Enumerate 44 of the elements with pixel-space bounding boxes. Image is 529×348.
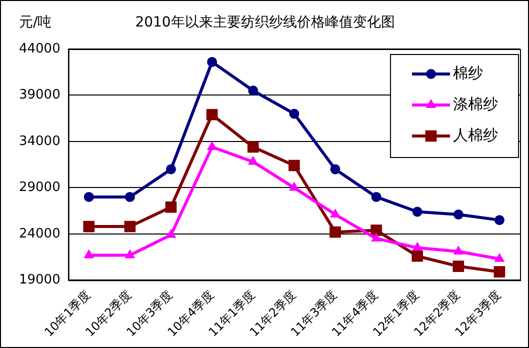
point	[248, 86, 258, 96]
y-tick-label: 39000	[18, 88, 60, 103]
point	[452, 260, 464, 272]
point	[330, 226, 341, 238]
point	[412, 250, 424, 262]
point	[330, 164, 340, 174]
point	[289, 108, 300, 119]
y-tick-label: 29000	[18, 180, 60, 196]
point	[494, 215, 504, 226]
point	[84, 249, 94, 258]
point	[206, 108, 218, 120]
legend-label: 棉纱	[453, 64, 483, 82]
point	[166, 228, 176, 238]
y-tick-label: 34000	[18, 134, 60, 149]
point	[288, 182, 300, 191]
point	[412, 206, 422, 217]
point	[124, 192, 135, 202]
point	[83, 220, 95, 232]
y-axis-title: 元/吨	[19, 14, 52, 31]
y-tick-label: 44000	[18, 41, 60, 56]
point	[453, 210, 464, 220]
point	[248, 156, 258, 165]
legend-label: 人棉纱	[453, 126, 498, 144]
point	[370, 224, 382, 236]
point	[124, 249, 136, 258]
point	[453, 246, 464, 254]
point	[84, 192, 94, 202]
point	[494, 266, 506, 278]
chart-title: 2010年以来主要纺织纱线价格峰值变化图	[135, 14, 395, 31]
point	[206, 141, 218, 150]
point	[494, 252, 505, 262]
point	[330, 208, 340, 218]
y-tick-label: 19000	[18, 272, 60, 288]
point	[412, 242, 423, 251]
point	[288, 160, 300, 172]
point	[247, 141, 259, 153]
point	[165, 201, 177, 213]
y-tick-label: 24000	[18, 226, 60, 242]
point	[371, 192, 382, 202]
point	[166, 164, 176, 174]
point	[207, 56, 218, 67]
legend-label: 涤棉纱	[453, 94, 498, 113]
point	[124, 220, 136, 232]
point	[371, 232, 382, 242]
